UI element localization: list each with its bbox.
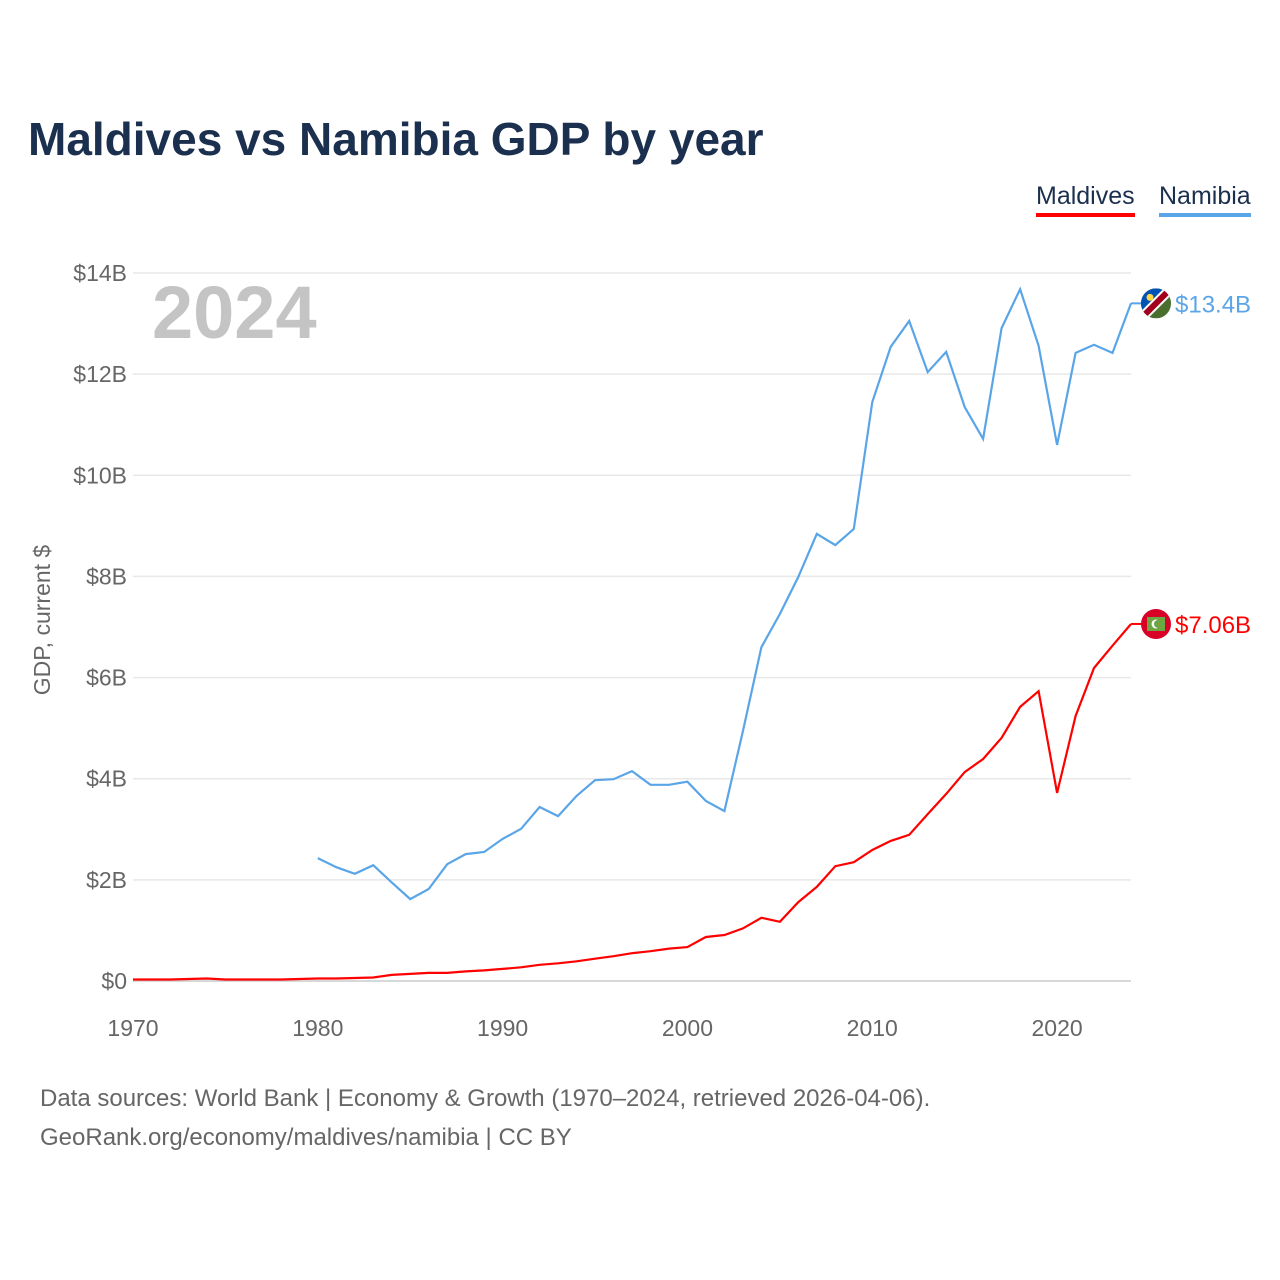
y-axis-label: GDP, current $ [29, 545, 55, 696]
x-tick-label: 2020 [1031, 1015, 1082, 1041]
x-tick-label: 1980 [292, 1015, 343, 1041]
y-tick-label: $2B [86, 867, 127, 893]
y-tick-label: $12B [73, 361, 127, 387]
series-line-maldives [133, 623, 1132, 981]
namibia-flag-icon [1141, 288, 1171, 319]
y-tick-label: $14B [73, 260, 127, 286]
series-line-namibia [317, 286, 1133, 901]
legend-namibia[interactable]: Namibia [1159, 182, 1251, 217]
legend-maldives[interactable]: Maldives [1036, 182, 1135, 217]
y-tick-label: $0 [101, 968, 127, 994]
y-tick-label: $10B [73, 462, 127, 488]
y-tick-label: $8B [86, 563, 127, 589]
end-value-label: $13.4B [1175, 291, 1251, 318]
x-tick-label: 1970 [107, 1015, 158, 1041]
y-tick-label: $6B [86, 665, 127, 691]
footer-sources: Data sources: World Bank | Economy & Gro… [40, 1085, 931, 1112]
end-value-label: $7.06B [1175, 612, 1251, 639]
maldives-flag-icon [1141, 608, 1171, 639]
year-watermark: 2024 [152, 271, 317, 354]
footer-link[interactable]: GeoRank.org/economy/maldives/namibia | C… [40, 1124, 572, 1151]
x-tick-label: 1990 [477, 1015, 528, 1041]
y-tick-label: $4B [86, 766, 127, 792]
x-tick-label: 2010 [847, 1015, 898, 1041]
chart-title: Maldives vs Namibia GDP by year [28, 113, 764, 165]
x-tick-label: 2000 [662, 1015, 713, 1041]
